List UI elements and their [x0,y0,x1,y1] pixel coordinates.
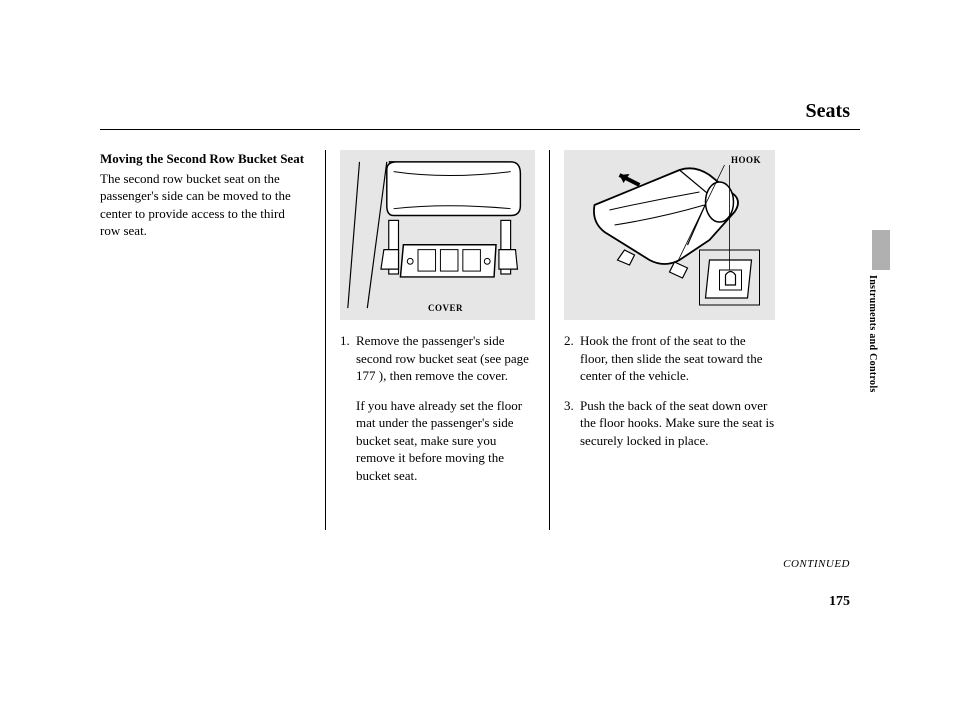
section-name: Instruments and Controls [867,275,878,393]
subsection-heading: Moving the Second Row Bucket Seat [100,150,307,168]
figure-hook: HOOK [564,150,775,320]
content-columns: Moving the Second Row Bucket Seat The se… [100,150,860,530]
intro-paragraph: The second row bucket seat on the passen… [100,170,307,240]
figure-label-hook: HOOK [731,154,761,166]
page-content: Seats Instruments and Controls Moving th… [100,100,860,620]
seat-hook-illustration-icon [564,150,775,320]
step-number: 1. [340,332,356,496]
step-text: Push the back of the seat down over the … [580,397,775,450]
column-3: HOOK 2. Hook the front of the seat to th… [550,150,775,530]
step-note: If you have already set the floor mat un… [356,397,535,485]
step-2: 2. Hook the front of the seat to the flo… [564,332,775,385]
step-number: 3. [564,397,580,450]
step-3: 3. Push the back of the seat down over t… [564,397,775,450]
figure-label-cover: COVER [428,302,463,314]
figure-cover: COVER [340,150,535,320]
seat-cover-illustration-icon [340,150,535,320]
page-number: 175 [829,594,850,610]
thumb-tab [872,230,890,270]
continued-marker: CONTINUED [783,558,850,570]
column-2: COVER 1. Remove the passenger's side sec… [325,150,550,530]
column-1: Moving the Second Row Bucket Seat The se… [100,150,325,530]
step-number: 2. [564,332,580,385]
step-1: 1. Remove the passenger's side second ro… [340,332,535,496]
step-text: Remove the passenger's side second row b… [356,332,535,385]
page-title: Seats [100,100,860,130]
step-text: Hook the front of the seat to the floor,… [580,332,775,385]
